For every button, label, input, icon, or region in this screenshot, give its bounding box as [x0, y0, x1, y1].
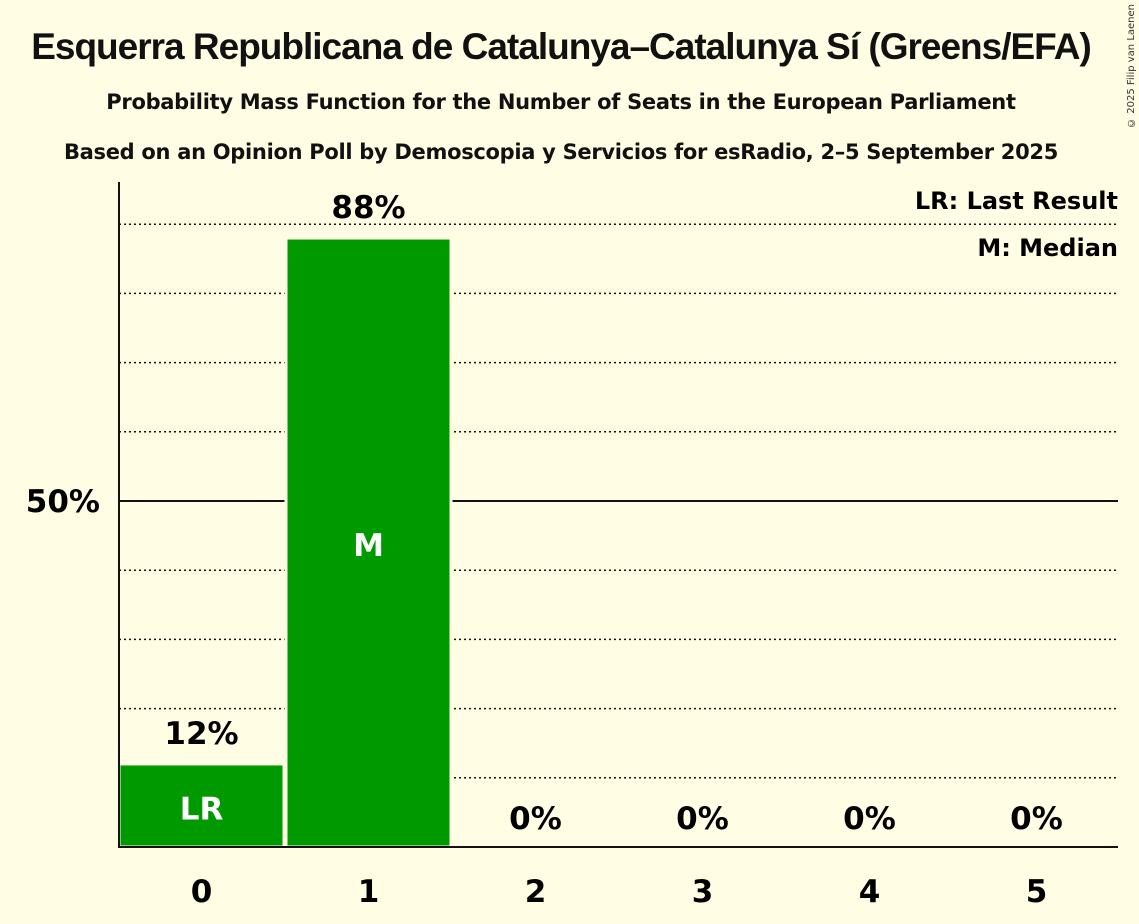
value-label: 0% [676, 801, 729, 837]
bar [284, 236, 453, 849]
chart-subtitle-2: Based on an Opinion Poll by Demoscopia y… [63, 140, 1059, 164]
value-label: 12% [164, 716, 238, 752]
bar-marker-m: M [353, 528, 384, 564]
x-tick-label: 3 [692, 874, 714, 910]
x-tick-label: 2 [525, 874, 547, 910]
bar [117, 762, 286, 849]
value-label: 88% [331, 190, 405, 226]
chart-subtitle: Probability Mass Function for the Number… [106, 90, 1016, 114]
legend-item: M: Median [977, 234, 1118, 262]
x-tick-label: 5 [1026, 874, 1048, 910]
bar-marker-lr: LR [180, 791, 224, 827]
chart-title: Esquerra Republicana de Catalunya–Catalu… [0, 22, 1122, 72]
x-tick-label: 4 [859, 874, 881, 910]
value-label: 0% [1010, 801, 1063, 837]
legend-item: LR: Last Result [915, 187, 1118, 215]
value-label: 0% [843, 801, 896, 837]
y-tick-label: 50% [26, 484, 100, 520]
value-label: 0% [509, 801, 562, 837]
x-tick-label: 1 [358, 874, 380, 910]
chart-title-text: Esquerra Republicana de Catalunya–Catalu… [31, 26, 1092, 67]
x-tick-label: 0 [191, 874, 213, 910]
